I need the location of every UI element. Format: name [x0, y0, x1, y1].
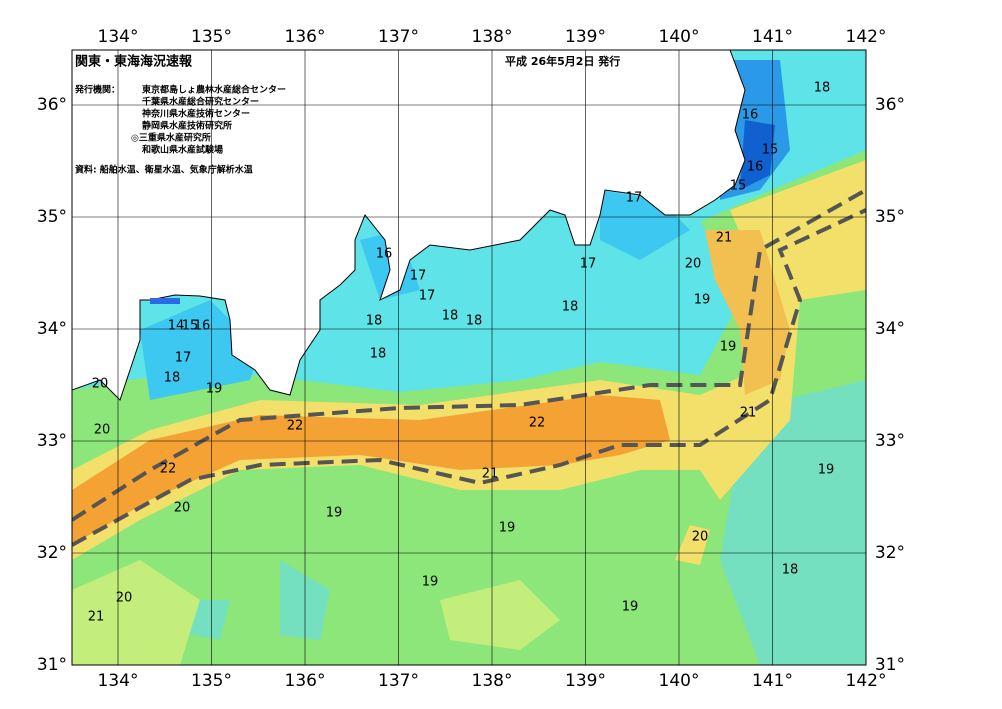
contour-label: 19	[326, 506, 343, 521]
contour-label: 21	[482, 467, 499, 482]
contour-label: 17	[410, 269, 427, 284]
lon-tick-label: 139°	[565, 671, 606, 691]
lat-tick-label: 35°	[875, 207, 905, 227]
contour-label: 21	[88, 610, 105, 625]
issuer: ◎三重県水産研究所	[131, 132, 211, 144]
issuer: 静岡県水産技術研究所	[142, 120, 232, 132]
title: 関東・東海海況速報	[75, 54, 193, 70]
contour-label: 17	[175, 351, 192, 366]
contour-label: 17	[626, 191, 643, 206]
contour-label: 22	[287, 419, 304, 434]
lat-tick-label: 34°	[37, 319, 67, 339]
issuer: 東京都島しょ農林水産総合センター	[142, 84, 286, 96]
lon-tick-label: 140°	[659, 27, 700, 47]
lon-tick-label: 135°	[191, 27, 232, 47]
contour-label: 17	[580, 257, 597, 272]
lat-tick-label: 31°	[875, 655, 905, 675]
contour-label: 20	[92, 377, 109, 392]
issuer-label: 発行機関：	[74, 84, 120, 96]
contour-label: 18	[370, 347, 387, 362]
lon-tick-label: 140°	[659, 671, 700, 691]
contour-label: 14	[168, 319, 185, 334]
contour-label: 18	[366, 314, 383, 329]
contour-label: 19	[694, 293, 711, 308]
lat-tick-label: 31°	[37, 655, 67, 675]
lon-tick-label: 141°	[752, 27, 793, 47]
lon-tick-label: 142°	[846, 671, 887, 691]
contour-label: 16	[747, 160, 764, 175]
lat-tick-label: 32°	[875, 543, 905, 563]
contour-label: 18	[164, 371, 181, 386]
contour-label: 19	[206, 382, 223, 397]
sea-temperature	[72, 50, 866, 665]
contour-label: 18	[562, 300, 579, 315]
lat-tick-label: 36°	[37, 95, 67, 115]
contour-label: 18	[814, 81, 831, 96]
contour-label: 20	[685, 257, 702, 272]
lon-tick-label: 135°	[191, 671, 232, 691]
contour-label: 20	[174, 501, 191, 516]
lon-tick-label: 139°	[565, 27, 606, 47]
contour-label: 18	[442, 309, 459, 324]
lat-tick-label: 33°	[37, 431, 67, 451]
lat-tick-label: 33°	[875, 431, 905, 451]
contour-label: 15	[182, 319, 199, 334]
lon-tick-label: 138°	[472, 671, 513, 691]
lon-tick-label: 138°	[472, 27, 513, 47]
contour-label: 22	[529, 416, 546, 431]
contour-label: 19	[422, 575, 439, 590]
lon-tick-label: 136°	[285, 27, 326, 47]
contour-label: 20	[116, 591, 133, 606]
lon-tick-label: 142°	[846, 27, 887, 47]
lat-tick-label: 35°	[37, 207, 67, 227]
contour-label: 16	[376, 247, 393, 262]
source: 資料: 船舶水温、衛星水温、気象庁解析水温	[75, 164, 253, 176]
contour-label: 16	[194, 319, 211, 334]
contour-label: 19	[499, 521, 516, 536]
contour-label: 19	[622, 600, 639, 615]
lon-tick-label: 141°	[752, 671, 793, 691]
contour-label: 18	[782, 563, 799, 578]
contour-label: 19	[818, 463, 835, 478]
lat-tick-label: 32°	[37, 543, 67, 563]
contour-label: 15	[762, 143, 779, 158]
map-frame	[71, 49, 867, 666]
date: 平成 26年5月2日 発行	[505, 54, 620, 68]
lat-tick-label: 34°	[875, 319, 905, 339]
lon-tick-label: 134°	[98, 671, 139, 691]
issuer: 千葉県水産総合研究センター	[142, 96, 259, 108]
issuer: 神奈川県水産技術センター	[142, 108, 250, 120]
issuer: 和歌山県水産試験場	[141, 144, 223, 156]
contour-label: 16	[742, 108, 759, 123]
contour-label: 21	[740, 406, 757, 421]
contour-label: 18	[466, 314, 483, 329]
contour-label: 22	[160, 462, 177, 477]
lon-tick-label: 137°	[378, 671, 419, 691]
lat-tick-label: 36°	[875, 95, 905, 115]
contour-label: 21	[716, 231, 733, 246]
contour-label: 15	[730, 179, 747, 194]
lon-tick-label: 134°	[98, 27, 139, 47]
contour-label: 17	[419, 289, 436, 304]
contour-label: 20	[692, 530, 709, 545]
lon-tick-label: 137°	[378, 27, 419, 47]
contour-label: 20	[94, 423, 111, 438]
contour-label: 19	[720, 340, 737, 355]
lon-tick-label: 136°	[285, 671, 326, 691]
